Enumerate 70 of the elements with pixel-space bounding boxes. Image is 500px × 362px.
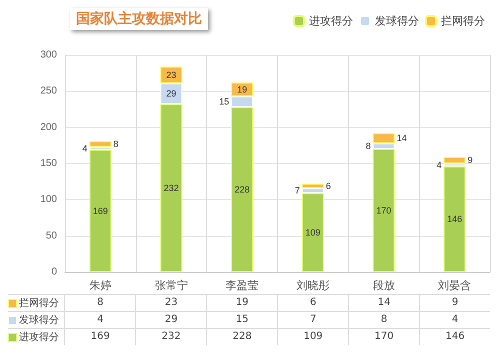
bar [302, 193, 324, 272]
annotation: 228 [234, 184, 250, 195]
bar [231, 96, 254, 108]
x-tick-label: 李盈莹 [226, 279, 259, 292]
data-label: 14 [348, 295, 420, 311]
annotation: 14 [396, 133, 407, 144]
bar [231, 107, 254, 272]
annotation: 169 [92, 206, 108, 216]
x-tick-label: 刘晓彤 [296, 279, 330, 292]
bar [444, 166, 466, 272]
text: 发球得分 [19, 315, 59, 326]
y-tick-label: 300 [40, 50, 58, 60]
data-label: 170 [348, 329, 420, 345]
data-label: 6 [277, 295, 348, 311]
annotation: 232 [164, 183, 179, 194]
data-label: 7 [277, 312, 348, 328]
text: 进攻得分 [19, 332, 59, 343]
legend-label: 进攻得分 [309, 14, 353, 28]
y-tick-label: 250 [40, 86, 58, 97]
annotation: 8 [366, 141, 371, 152]
legend-label: 发球得分 [375, 14, 419, 28]
annotation: 6 [326, 180, 331, 191]
x-tick-label: 朱婷 [89, 279, 112, 292]
annotation: 7 [294, 186, 300, 196]
data-label: 23 [135, 295, 206, 311]
bar [89, 150, 112, 272]
data-label: 29 [135, 312, 206, 328]
bar [89, 141, 112, 147]
annotation: 9 [468, 155, 473, 166]
bar [372, 143, 395, 150]
text: 拦网得分 [19, 298, 59, 309]
y-tick-label: 200 [40, 122, 58, 133]
bar [302, 188, 324, 194]
y-tick-label: 0 [51, 266, 58, 278]
annotation: 109 [305, 228, 320, 238]
bar [372, 149, 395, 272]
bar [302, 184, 324, 188]
x-tick-label: 张常宁 [154, 279, 188, 292]
data-label: 8 [348, 312, 420, 328]
annotation: 29 [166, 88, 176, 99]
bar [444, 156, 466, 164]
data-label: 146 [419, 329, 490, 345]
y-tick-label: 50 [46, 230, 58, 242]
bar [160, 83, 182, 104]
annotation: 146 [447, 214, 462, 224]
annotation: 4 [436, 160, 442, 170]
data-label: 228 [206, 329, 278, 345]
x-tick-label: 段放 [372, 279, 395, 292]
y-tick-label: 150 [40, 158, 58, 169]
annotation: 23 [166, 70, 176, 80]
legend-label: 拦网得分 [441, 14, 485, 28]
data-label: 8 [64, 295, 136, 311]
data-label: 4 [64, 312, 136, 328]
chart-title: 国家队主攻数据对比 [70, 8, 208, 30]
data-label: 232 [135, 329, 206, 345]
data-label: 169 [64, 329, 136, 345]
annotation: 170 [376, 206, 392, 216]
data-label: 9 [419, 295, 490, 311]
data-label: 15 [206, 312, 278, 328]
annotation: 15 [219, 96, 230, 107]
data-label: 109 [277, 329, 348, 345]
bar [372, 133, 395, 144]
bar [160, 104, 182, 272]
data-label: 19 [206, 295, 278, 311]
annotation: 4 [82, 143, 88, 154]
annotation: 19 [237, 84, 248, 94]
annotation: 8 [113, 138, 118, 149]
y-tick-label: 100 [40, 194, 58, 206]
x-tick-label: 刘晏含 [438, 279, 472, 292]
data-label: 4 [419, 312, 490, 328]
